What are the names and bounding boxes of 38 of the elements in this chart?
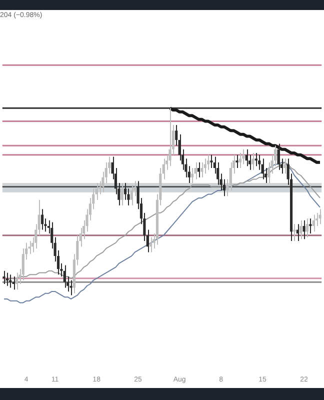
candlestick xyxy=(236,154,238,169)
candlestick xyxy=(41,208,44,230)
candlestick xyxy=(309,218,312,234)
candlestick xyxy=(306,218,309,238)
candlestick xyxy=(302,220,306,240)
candlestick xyxy=(2,270,6,284)
candlestick xyxy=(200,162,204,178)
candlestick xyxy=(120,182,124,206)
candlestick xyxy=(252,152,254,170)
candlestick xyxy=(238,152,242,169)
candlestick xyxy=(254,152,258,167)
candlestick xyxy=(245,148,248,167)
candlestick xyxy=(293,224,296,242)
candlestick xyxy=(6,272,8,286)
candlestick xyxy=(300,220,302,240)
candlestick xyxy=(277,143,280,170)
candlestick xyxy=(258,154,261,170)
candlestick xyxy=(204,158,206,174)
candlestick xyxy=(318,208,322,225)
candlestick xyxy=(268,162,270,184)
candlestick xyxy=(63,264,66,288)
candlestick xyxy=(130,184,133,206)
candlestick xyxy=(191,168,194,184)
candlestick xyxy=(194,162,197,180)
candlestick xyxy=(210,154,213,169)
candlestick xyxy=(296,224,299,242)
candlestick xyxy=(197,162,200,178)
candlestick xyxy=(312,214,315,232)
candlestick xyxy=(261,158,264,180)
candlestick xyxy=(150,236,152,253)
candlestick xyxy=(12,276,15,290)
candlestick xyxy=(102,171,104,193)
candlestick xyxy=(168,108,172,167)
candlestick xyxy=(242,148,245,165)
candlestick xyxy=(70,280,72,296)
candlestick xyxy=(15,272,18,290)
candlestick xyxy=(206,154,210,170)
candlestick xyxy=(284,158,286,174)
